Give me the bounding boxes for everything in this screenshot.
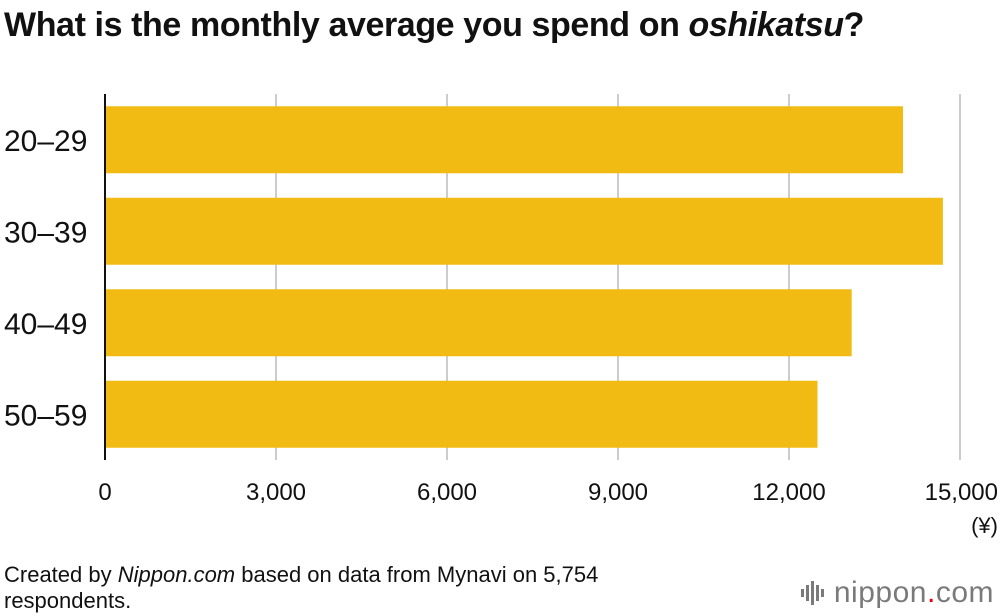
title-text: What is the monthly average you spend on (4, 6, 689, 44)
source-name: Nippon.com (117, 562, 236, 587)
x-tick-label: 15,000 (925, 479, 998, 506)
category-label: 40–49 (4, 308, 87, 341)
bar (105, 289, 852, 357)
x-tick-label: 9,000 (588, 479, 648, 506)
sound-wave-icon (800, 580, 826, 606)
x-unit-label: (¥) (971, 513, 998, 538)
brand-prefix: nippon (833, 576, 927, 609)
x-tick-label: 6,000 (417, 479, 477, 506)
source-rest: based on data from Mynavi on 5,754 respo… (4, 562, 599, 613)
bar-chart: 20–29 30–39 40–49 50–59 0 3,000 6,000 9,000 12,0… (4, 94, 998, 538)
brand-logo: nippon. com (800, 576, 994, 610)
x-tick-label: 12,000 (752, 479, 825, 506)
category-label: 50–59 (4, 399, 87, 432)
category-label: 20–29 (4, 125, 87, 158)
bar (105, 106, 903, 174)
brand-dot: . (926, 576, 936, 609)
bar (105, 380, 818, 448)
brand-suffix: com (935, 576, 994, 609)
source-note: Created by Nippon.com based on data from… (4, 562, 644, 614)
chart-title: What is the monthly average you spend on… (4, 6, 998, 45)
title-emphasis: oshikatsu (688, 6, 845, 44)
title-suffix: ? (843, 6, 865, 44)
source-prefix: Created by (4, 562, 118, 587)
category-label: 30–39 (4, 216, 87, 249)
x-tick-label: 0 (98, 479, 111, 506)
bar (105, 197, 943, 265)
x-tick-label: 3,000 (246, 479, 306, 506)
